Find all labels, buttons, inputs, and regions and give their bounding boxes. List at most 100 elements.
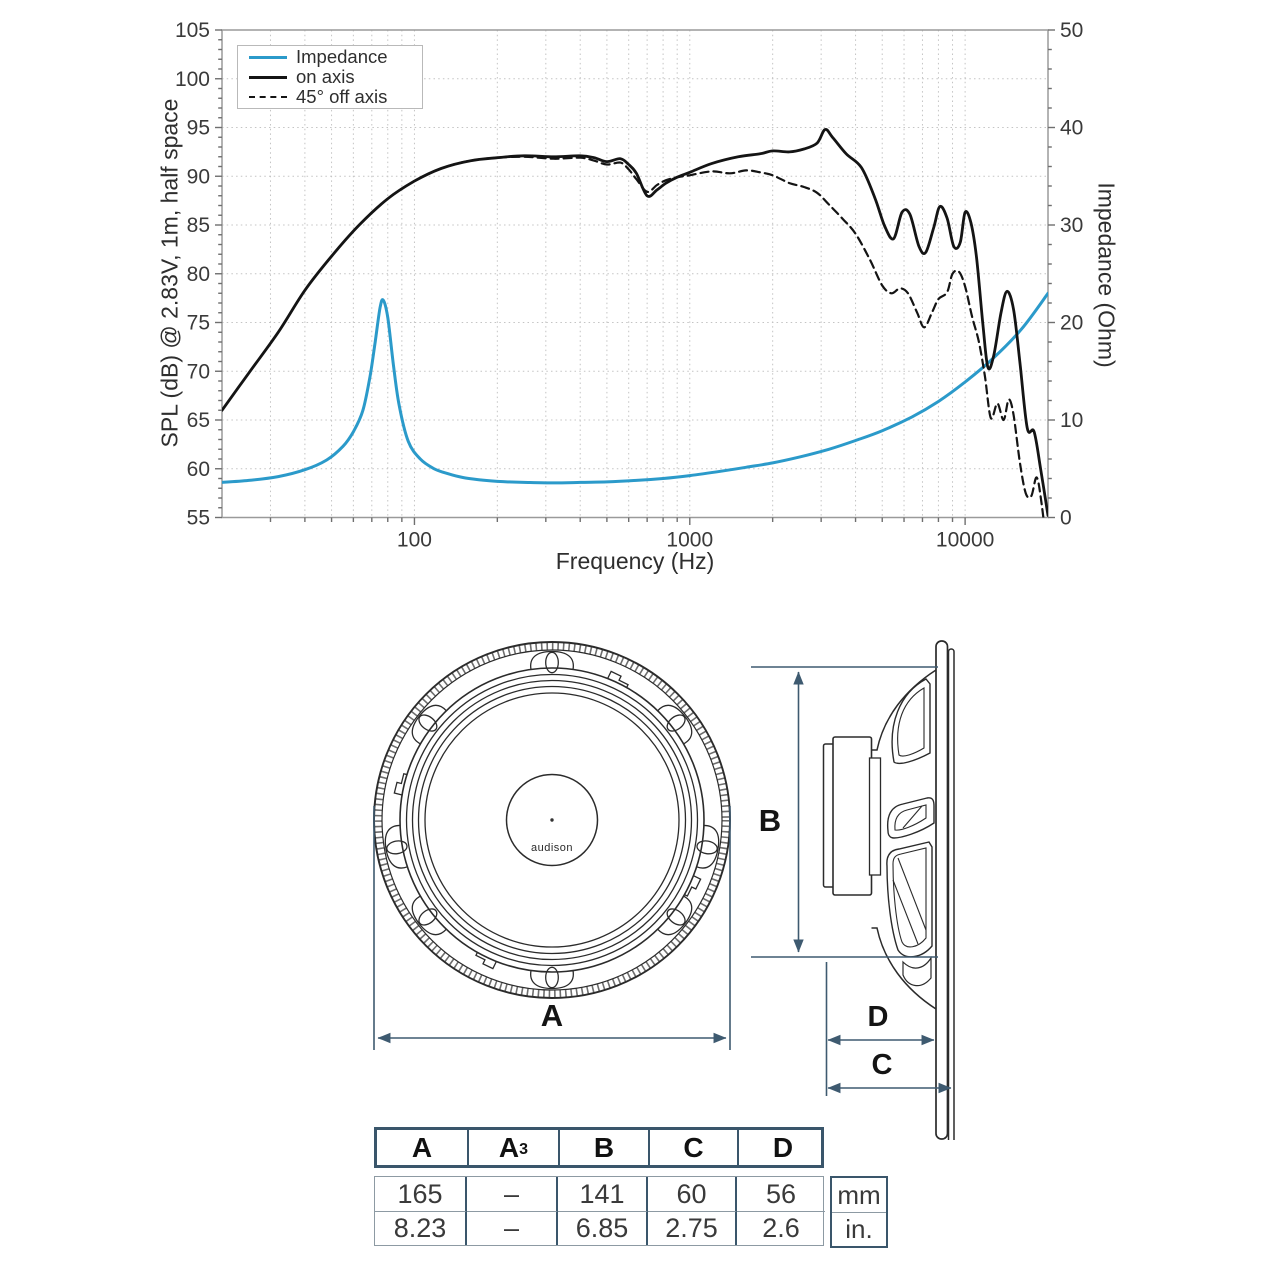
svg-text:65: 65 [187, 409, 210, 432]
svg-text:60: 60 [187, 458, 210, 481]
dim-label-c: C [872, 1049, 893, 1081]
frequency-response-chart: 55 60 65 70 75 80 85 90 95 100 105 0 10 20 30 40 50 100 10… [175, 19, 1083, 552]
cell-in-a3: – [467, 1211, 558, 1245]
svg-text:55: 55 [187, 507, 210, 530]
basket-window [886, 797, 935, 839]
rear-gasket [947, 648, 955, 1140]
x-axis-title: Frequency (Hz) [555, 548, 715, 574]
svg-text:85: 85 [187, 214, 210, 237]
unit-in: in. [832, 1212, 886, 1246]
svg-text:80: 80 [187, 263, 210, 286]
right-y-axis-title: Impedance (Ohm) [1093, 182, 1120, 368]
frame-notches [393, 670, 702, 970]
dim-label-d: D [868, 1001, 889, 1033]
legend-item-impedance: Impedance [238, 46, 422, 67]
dimension-a [373, 806, 731, 1050]
curve-45-off-axis [222, 155, 1045, 518]
inner-gasket-edge [381, 649, 723, 991]
chart-legend: Impedance on axis 45° off axis [237, 45, 423, 109]
svg-text:100: 100 [175, 68, 210, 91]
svg-text:50: 50 [1060, 19, 1083, 42]
svg-text:75: 75 [187, 312, 210, 335]
basket-window-inner [892, 847, 927, 948]
basket-window-inner [897, 687, 925, 757]
svg-text:30: 30 [1060, 214, 1083, 237]
table-body: 165 – 141 60 56 8.23 – 6.85 2.75 2.6 [374, 1176, 825, 1246]
units-box: mm in. [830, 1176, 888, 1248]
basket-window [886, 841, 933, 958]
left-y-axis-title: SPL (dB) @ 2.83V, 1m, half space [156, 98, 183, 448]
cell-mm-a3: – [467, 1177, 558, 1211]
speaker-front-view: audison [373, 641, 731, 999]
cell-mm-d: 56 [765, 1178, 797, 1209]
svg-text:10: 10 [1060, 409, 1083, 432]
cell-mm-c: 60 [648, 1177, 737, 1211]
dimension-b [751, 666, 938, 958]
col-header-d: D [772, 1131, 794, 1163]
dust-cap [505, 773, 599, 867]
off-axis-line-swatch [249, 96, 287, 98]
svg-text:70: 70 [187, 360, 210, 383]
basket-top-arm [871, 669, 937, 751]
legend-item-off-axis: 45° off axis [238, 86, 422, 107]
col-header-c: C [650, 1130, 739, 1165]
col-header-b: B [560, 1130, 650, 1165]
cell-mm-a: 165 [375, 1177, 467, 1211]
cell-in-a: 8.23 [375, 1211, 467, 1245]
window-detail [892, 879, 919, 945]
dim-label-a: A [541, 998, 563, 1033]
speaker-technical-drawings: audison A [373, 640, 955, 1140]
window-detail [902, 805, 923, 829]
gasket-hatching [374, 642, 730, 998]
cell-mm-b: 141 [558, 1177, 648, 1211]
tick-labels: 55 60 65 70 75 80 85 90 95 100 105 0 10 20 30 40 50 100 10… [175, 19, 1083, 552]
legend-item-on-axis: on axis [238, 66, 422, 87]
center-mark [550, 818, 554, 822]
cell-in-c: 2.75 [648, 1211, 737, 1245]
speaker-side-view [822, 640, 955, 1140]
dimension-d-c [825, 962, 952, 1096]
basket-window [891, 678, 931, 765]
frame-circle [399, 667, 705, 973]
svg-text:100: 100 [397, 529, 432, 552]
cone-edge-circle [424, 692, 680, 948]
window-detail [897, 857, 927, 931]
svg-text:40: 40 [1060, 117, 1083, 140]
basket-window-inner [894, 804, 927, 831]
svg-text:105: 105 [175, 19, 210, 42]
gridlines [222, 30, 1048, 518]
mounting-flange [935, 640, 949, 1140]
cell-in-d: 2.6 [737, 1211, 825, 1245]
surround-ring [417, 685, 687, 955]
curve-on-axis [222, 127, 1048, 517]
svg-text:20: 20 [1060, 312, 1083, 335]
mounting-ears [384, 650, 720, 990]
svg-text:1000: 1000 [666, 529, 713, 552]
col-header-a: A [377, 1130, 469, 1165]
impedance-line-swatch [249, 55, 287, 59]
dim-label-b: B [759, 803, 781, 838]
legend-label: 45° off axis [296, 86, 388, 107]
on-axis-line-swatch [249, 75, 287, 79]
cell-in-b: 6.85 [558, 1211, 648, 1245]
svg-text:90: 90 [187, 165, 210, 188]
surround-ring [411, 679, 693, 961]
axis-ticks [215, 29, 1055, 525]
svg-text:10000: 10000 [936, 529, 994, 552]
curve-impedance [222, 291, 1048, 485]
basket-bottom-arm [871, 927, 937, 1010]
brand-label: audison [531, 842, 573, 854]
svg-text:95: 95 [187, 117, 210, 140]
surround-ring [405, 673, 699, 967]
svg-text:0: 0 [1060, 507, 1072, 530]
magnet [832, 736, 873, 896]
legend-label: on axis [296, 66, 355, 87]
front-plate [868, 757, 882, 876]
unit-mm: mm [837, 1179, 881, 1210]
series-curves [222, 127, 1048, 518]
basket-window [902, 955, 932, 987]
legend-label: Impedance [296, 46, 388, 67]
